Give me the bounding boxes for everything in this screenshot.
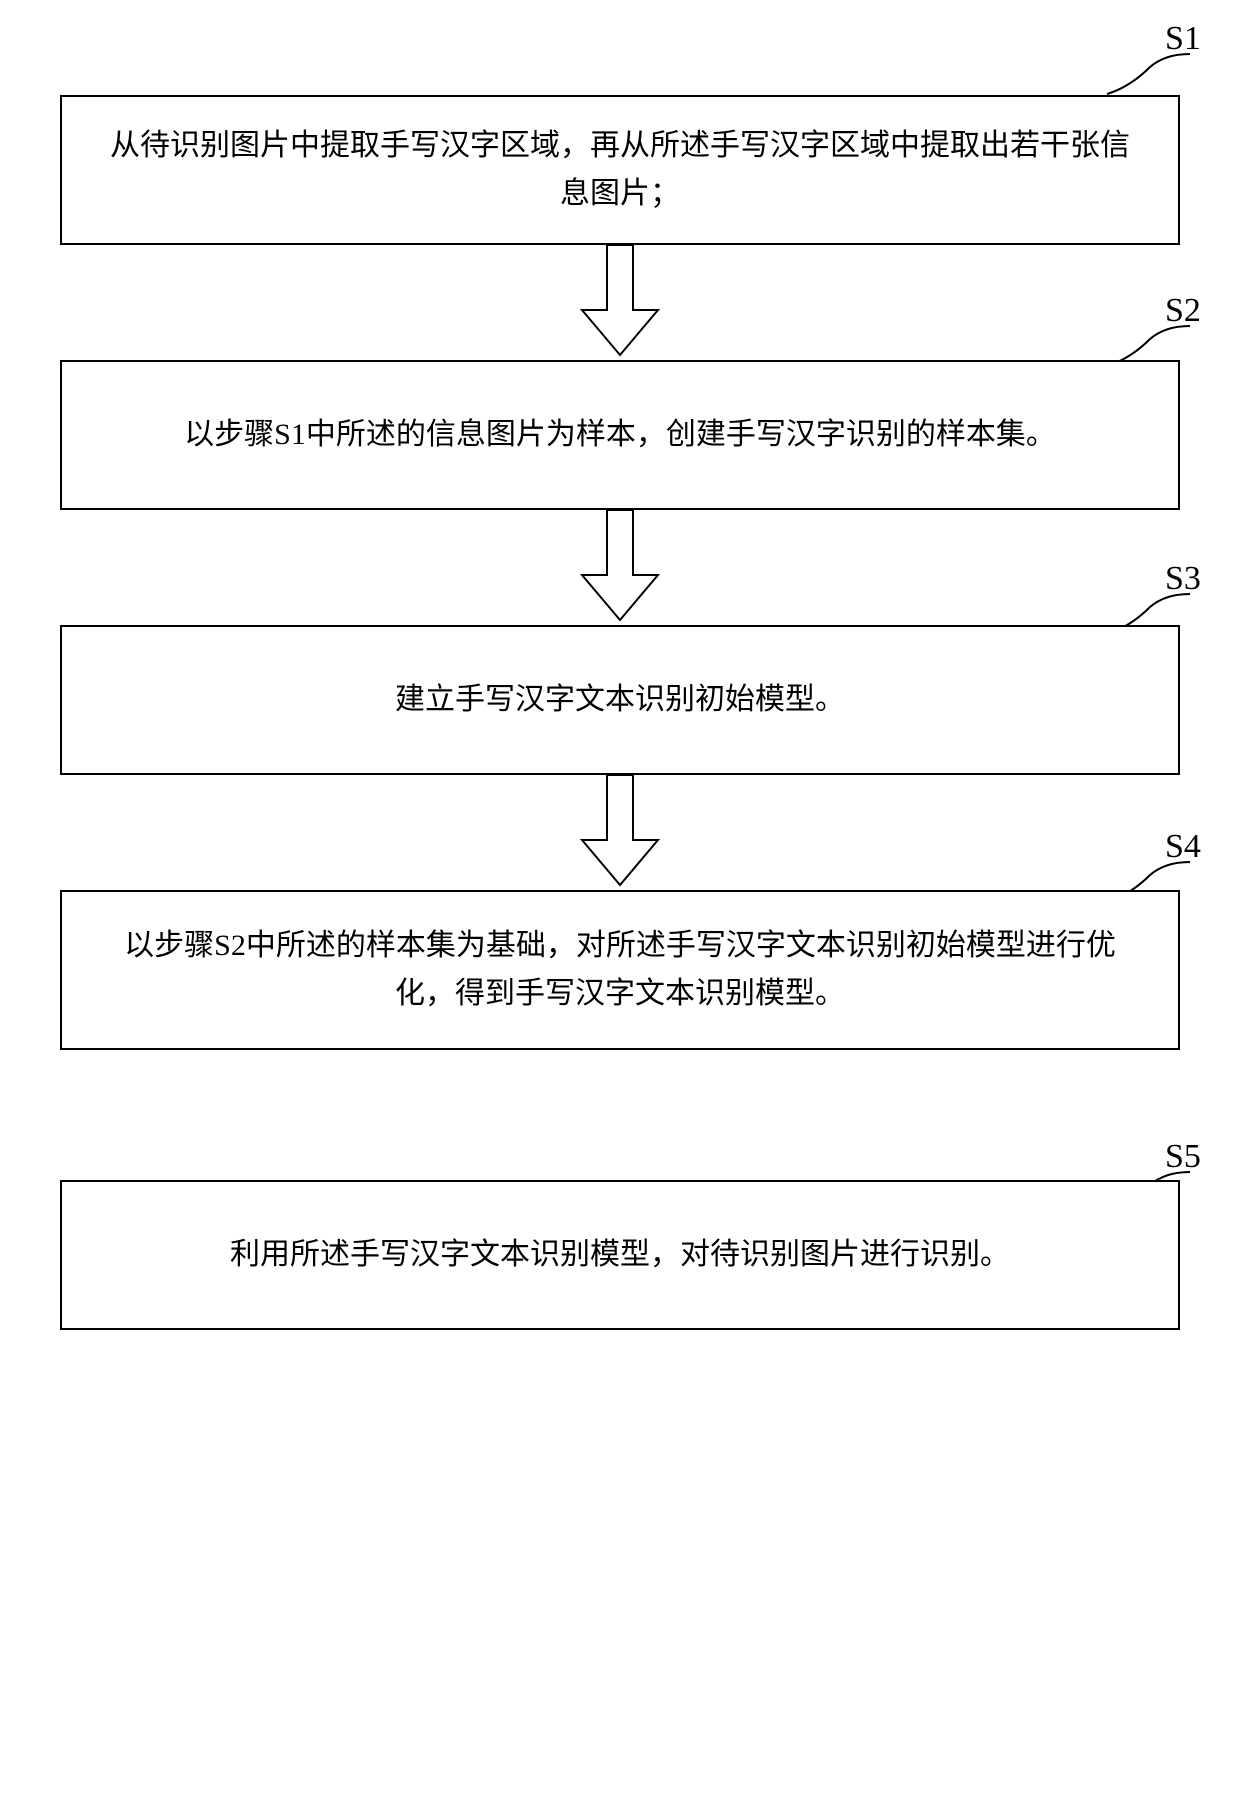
step-box-s4: 以步骤S2中所述的样本集为基础，对所述手写汉字文本识别初始模型进行优化，得到手写… bbox=[60, 890, 1180, 1050]
step-text-s3: 建立手写汉字文本识别初始模型。 bbox=[395, 676, 845, 724]
gap-s4-s5 bbox=[60, 1050, 1180, 1180]
step-text-s1: 从待识别图片中提取手写汉字区域，再从所述手写汉字区域中提取出若干张信息图片； bbox=[102, 122, 1138, 218]
arrow-s3-s4 bbox=[60, 775, 1180, 890]
step-box-s2: 以步骤S1中所述的信息图片为样本，创建手写汉字识别的样本集。 bbox=[60, 360, 1180, 510]
step-box-s1: 从待识别图片中提取手写汉字区域，再从所述手写汉字区域中提取出若干张信息图片； bbox=[60, 95, 1180, 245]
step-text-s4: 以步骤S2中所述的样本集为基础，对所述手写汉字文本识别初始模型进行优化，得到手写… bbox=[102, 922, 1138, 1018]
arrow-icon bbox=[580, 245, 660, 360]
step-text-s5: 利用所述手写汉字文本识别模型，对待识别图片进行识别。 bbox=[230, 1231, 1010, 1279]
arrow-s2-s3 bbox=[60, 510, 1180, 625]
step-box-s3: 建立手写汉字文本识别初始模型。 bbox=[60, 625, 1180, 775]
step-box-s5: 利用所述手写汉字文本识别模型，对待识别图片进行识别。 bbox=[60, 1180, 1180, 1330]
flowchart-container: S1 从待识别图片中提取手写汉字区域，再从所述手写汉字区域中提取出若干张信息图片… bbox=[60, 70, 1180, 1330]
arrow-s1-s2 bbox=[60, 245, 1180, 360]
arrow-icon bbox=[580, 775, 660, 890]
connector-s1 bbox=[1105, 52, 1195, 100]
arrow-icon bbox=[580, 510, 660, 625]
step-text-s2: 以步骤S1中所述的信息图片为样本，创建手写汉字识别的样本集。 bbox=[184, 411, 1056, 459]
